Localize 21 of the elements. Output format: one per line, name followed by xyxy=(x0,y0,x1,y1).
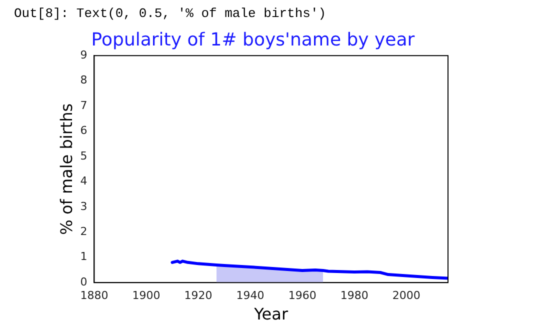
y-tick-label: 5 xyxy=(80,149,88,162)
x-tick-label: 1980 xyxy=(340,289,368,302)
y-tick-label: 3 xyxy=(80,200,88,213)
x-axis-title: Year xyxy=(253,304,288,324)
y-tick-label: 7 xyxy=(80,98,88,112)
x-tick-label: 2000 xyxy=(392,289,420,302)
y-tick-label: 4 xyxy=(80,174,88,188)
x-tick-label: 1960 xyxy=(288,289,316,302)
y-tick-label: 8 xyxy=(80,74,88,87)
y-tick-label: 9 xyxy=(80,48,88,62)
x-tick-label: 1920 xyxy=(184,289,212,302)
y-tick-label: 1 xyxy=(80,250,88,264)
chart-title: Popularity of 1# boys'name by year xyxy=(91,29,416,50)
x-tick-label: 1900 xyxy=(132,289,160,302)
y-tick-label: 0 xyxy=(80,275,88,288)
x-tick-label: 1880 xyxy=(80,289,108,302)
y-axis-title: % of male births xyxy=(56,103,76,235)
text: Out[8]: Text(0, 0.5, '% of male births') xyxy=(14,6,326,21)
x-tick-label: 1940 xyxy=(236,289,264,302)
y-tick-label: 6 xyxy=(80,124,88,138)
y-tick-label: 2 xyxy=(80,225,88,238)
